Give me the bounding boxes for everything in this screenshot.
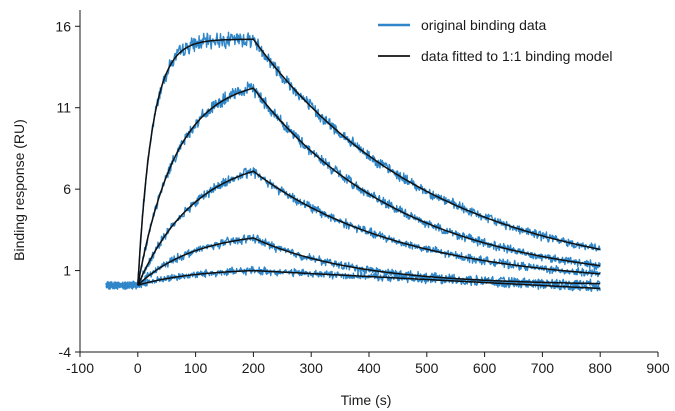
- data-series-1: [105, 31, 601, 290]
- x-tick-label: 0: [134, 360, 142, 376]
- fit-series-2: [137, 87, 601, 286]
- y-tick-label: 11: [56, 100, 71, 116]
- fit-series-4: [137, 237, 601, 286]
- legend: original binding data data fitted to 1:1…: [378, 17, 612, 64]
- x-axis-title: Time (s): [341, 392, 392, 408]
- x-tick-label: 700: [531, 360, 555, 376]
- x-tick-label: 500: [415, 360, 439, 376]
- y-tick-label: -4: [59, 344, 72, 360]
- fit-series-3: [137, 170, 601, 286]
- fitted-curves: [137, 38, 601, 290]
- legend-label-original: original binding data: [421, 17, 547, 33]
- y-tick-label: 6: [63, 181, 71, 197]
- x-tick-label: 900: [646, 360, 670, 376]
- x-tick-label: 200: [242, 360, 266, 376]
- fit-series-5: [137, 269, 601, 290]
- fit-series-1: [137, 38, 601, 286]
- y-tick-label: 1: [63, 263, 71, 279]
- x-tick-label: -100: [66, 360, 94, 376]
- y-axis-title: Binding response (RU): [11, 119, 27, 261]
- x-tick-label: 300: [300, 360, 324, 376]
- x-tick-label: 600: [473, 360, 497, 376]
- legend-label-fitted: data fitted to 1:1 binding model: [421, 48, 612, 64]
- x-tick-label: 400: [357, 360, 381, 376]
- y-tick-label: 16: [55, 18, 71, 34]
- x-tick-label: 800: [589, 360, 613, 376]
- x-tick-label: 100: [184, 360, 208, 376]
